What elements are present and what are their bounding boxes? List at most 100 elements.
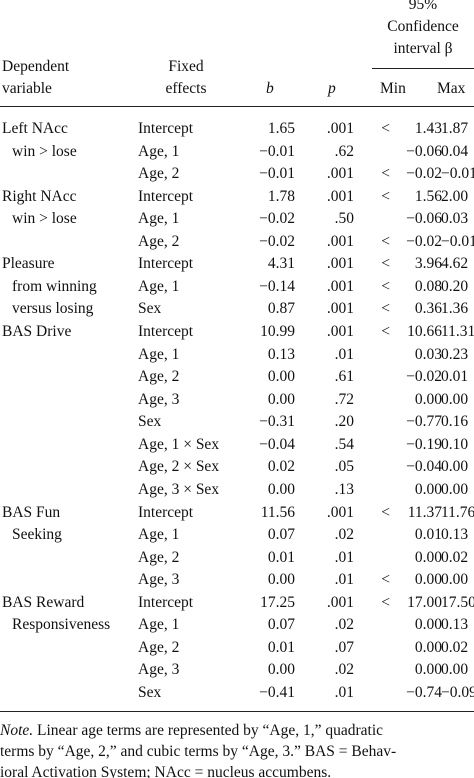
- dependent-variable-cell: Left NAcc: [2, 120, 68, 137]
- ci-min-cell: 0.00: [414, 616, 442, 634]
- ci-min-cell: −0.02: [406, 232, 442, 250]
- ci-max-cell: 0.00: [441, 458, 469, 476]
- p-value-cell: .01: [334, 548, 354, 566]
- ci-min-cell: 0.01: [414, 526, 442, 544]
- ci-max-cell: 0.00: [441, 480, 469, 498]
- table-bottom-rule: [0, 711, 474, 712]
- p-value-cell: .13: [334, 480, 354, 498]
- p-value-cell: .07: [334, 638, 354, 656]
- b-value-cell: 0.00: [267, 661, 295, 679]
- table-row: Age, 3 0.00.72 0.00 0.00: [0, 389, 474, 411]
- b-value-cell: 0.01: [267, 638, 295, 656]
- ci-min-cell: 1.56: [414, 187, 442, 205]
- p-value-cell: .20: [334, 413, 354, 431]
- b-value-cell: −0.02: [259, 232, 295, 250]
- table-row: Age, 2 −0.02 < .001 −0.02 −0.01: [0, 231, 474, 253]
- table-row: Age, 3 0.00.02 0.00 0.00: [0, 659, 474, 681]
- fixed-effect-cell: Age, 2: [138, 165, 180, 183]
- fixed-effect-cell: Age, 1: [138, 526, 180, 544]
- p-value-cell: .001: [326, 255, 354, 273]
- fixed-effect-cell: Intercept: [138, 323, 194, 341]
- fixed-effect-cell: Intercept: [138, 187, 194, 205]
- ci-max-cell: 0.00: [441, 571, 469, 589]
- ci-title-line-1: 95%: [408, 0, 438, 13]
- ci-max-cell: 11.31: [441, 323, 474, 341]
- fixed-effect-cell: Age, 1: [138, 142, 180, 160]
- p-prefix-cell: <: [381, 187, 390, 205]
- fixed-effect-cell: Sex: [138, 684, 162, 701]
- p-prefix-cell: <: [381, 165, 390, 183]
- ci-max-cell: 0.23: [441, 345, 469, 363]
- p-value-cell: .01: [334, 345, 354, 363]
- ci-max-cell: 0.04: [441, 142, 469, 160]
- table-row: BAS Fun Intercept 11.56 < .001 11.37 11.76: [0, 502, 474, 524]
- p-prefix-cell: <: [381, 593, 390, 611]
- ci-max-cell: 11.76: [441, 503, 474, 521]
- ci-min-cell: 0.00: [414, 571, 442, 589]
- ci-min-cell: −0.02: [406, 368, 442, 386]
- table-row: from winning Age, 1 −0.14 < .001 0.08 0.20: [0, 276, 474, 298]
- p-value-cell: .001: [326, 232, 354, 250]
- ci-min-cell: −0.19: [406, 435, 442, 453]
- fixed-effect-cell: Age, 1: [138, 345, 180, 363]
- table-row: Right NAcc Intercept 1.78 < .001 1.56 2.00: [0, 186, 474, 208]
- table-row: Age, 2 0.00 .61 −0.02 0.01: [0, 366, 474, 388]
- p-value-cell: .01: [334, 684, 354, 701]
- ci-min-cell: 0.00: [414, 480, 442, 498]
- dependent-variable-cell: BAS Fun: [2, 503, 61, 521]
- fixed-effect-cell: Age, 2: [138, 638, 180, 656]
- table-row: Age, 2 0.01 .01 0.00 0.02: [0, 547, 474, 569]
- ci-min-cell: 1.43: [414, 120, 442, 137]
- fixed-effect-cell: Sex: [138, 413, 162, 431]
- b-value-cell: 0.02: [267, 458, 295, 476]
- dependent-variable-cell: Pleasure: [2, 255, 55, 273]
- ci-max-cell: 1.87: [441, 120, 469, 137]
- table-row: Age, 2 0.01 .07 0.00 0.02: [0, 637, 474, 659]
- ci-min-cell: −0.06: [406, 210, 442, 228]
- b-value-cell: −0.01: [259, 165, 295, 183]
- dependent-variable-cell: Seeking: [12, 526, 62, 544]
- fixed-effect-cell: Age, 2: [138, 232, 180, 250]
- table-row: Responsiveness Age, 1 0.07 .02 0.00 0.13: [0, 614, 474, 636]
- ci-max-cell: 0.16: [441, 413, 469, 431]
- p-value-cell: .001: [326, 120, 354, 137]
- ci-max-cell: 0.13: [441, 616, 469, 634]
- ci-min-cell: −0.77: [406, 413, 442, 431]
- p-value-cell: .61: [334, 368, 354, 386]
- p-value-cell: .001: [326, 593, 354, 611]
- b-value-cell: −0.14: [259, 277, 295, 295]
- b-value-cell: −0.04: [259, 435, 295, 453]
- ci-max-cell: −0.09: [441, 684, 474, 701]
- table-row: versus losing Sex 0.87 < .001 0.36 1.36: [0, 298, 474, 320]
- b-value-cell: 0.87: [267, 300, 295, 318]
- dependent-variable-cell: BAS Reward: [2, 593, 85, 611]
- b-value-cell: 0.00: [267, 571, 295, 589]
- ci-max-cell: 0.03: [441, 210, 469, 228]
- b-value-cell: 17.25: [260, 593, 295, 611]
- p-value-cell: .001: [326, 323, 354, 341]
- b-value-cell: 1.78: [267, 187, 295, 205]
- fixed-effects-header-2: effects: [165, 80, 207, 97]
- p-value-cell: .72: [334, 390, 354, 408]
- fixed-effect-cell: Intercept: [138, 593, 194, 611]
- table-row: Age, 1 × Sex −0.04 .54 −0.19 0.10: [0, 434, 474, 456]
- p-value-cell: .001: [326, 277, 354, 295]
- ci-max-cell: 0.13: [441, 526, 469, 544]
- note-line-3: ioral Activation System; NAcc = nucleus …: [0, 764, 332, 778]
- table-row: win > lose Age, 1 −0.02 .50 −0.06 0.03: [0, 208, 474, 230]
- fixed-effect-cell: Age, 1: [138, 210, 180, 228]
- ci-min-cell: 10.66: [407, 323, 442, 341]
- fixed-effect-cell: Age, 2: [138, 368, 180, 386]
- ci-max-cell: 0.20: [441, 277, 469, 295]
- ci-min-cell: −0.06: [406, 142, 442, 160]
- p-value-cell: .001: [326, 187, 354, 205]
- dependent-variable-cell: win > lose: [12, 210, 77, 228]
- note-line-2: terms by “Age, 2,” and cubic terms by “A…: [0, 743, 397, 760]
- ci-min-cell: 11.37: [407, 503, 442, 521]
- b-value-cell: −0.02: [259, 210, 295, 228]
- p-prefix-cell: <: [381, 503, 390, 521]
- p-prefix-cell: <: [381, 277, 390, 295]
- p-value-cell: .001: [326, 503, 354, 521]
- table-row: Pleasure Intercept 4.31 < .001 3.96 4.62: [0, 253, 474, 275]
